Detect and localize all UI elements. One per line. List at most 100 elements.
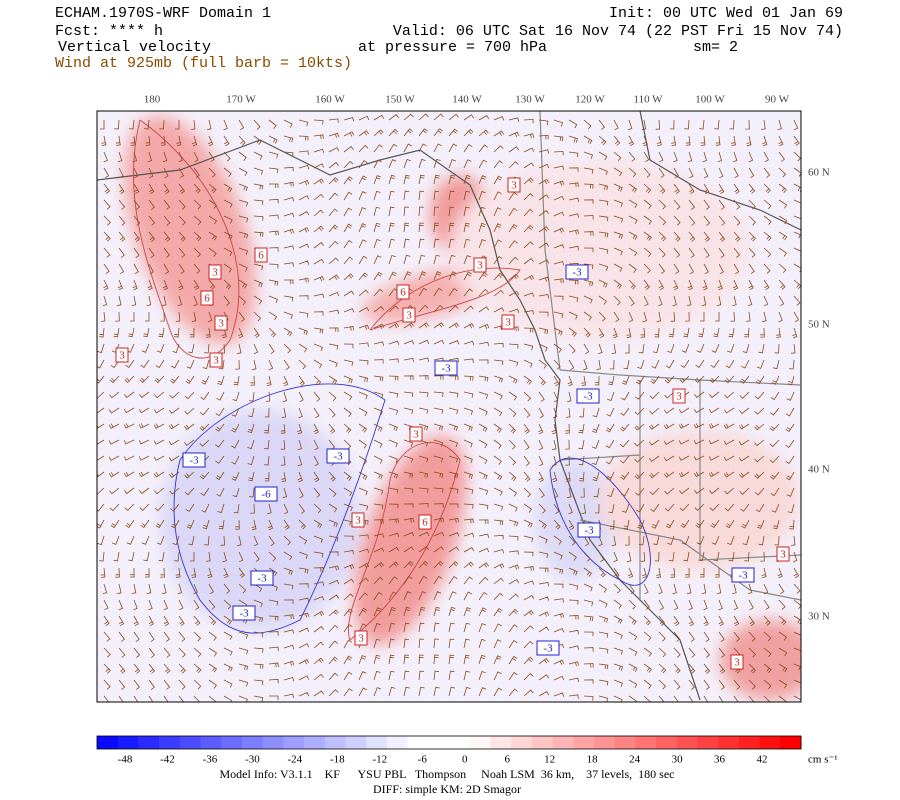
- colorbar-cell: [697, 736, 719, 749]
- contour-label-box: [418, 514, 432, 530]
- colorbar-cell: [200, 736, 222, 749]
- colorbar-cell: [117, 736, 139, 749]
- diff-info: DIFF: simple KM: 2D Smagor: [373, 782, 521, 796]
- valid-time: Valid: 06 UTC Sat 16 Nov 74 (22 PST Fri …: [393, 23, 843, 40]
- contour-label-box: [182, 452, 206, 468]
- contour-label: 3: [505, 317, 511, 329]
- contour-label: 3: [413, 429, 419, 441]
- colorbar-label: 18: [587, 754, 599, 766]
- colorbar-cell: [241, 736, 264, 749]
- latitude-labels: 60 N 50 N 40 N 30 N: [808, 167, 830, 623]
- colorbar-label: 36: [714, 754, 726, 766]
- colorbar-label: 0: [462, 754, 468, 766]
- colorbar-cell: [676, 736, 698, 749]
- contour-label-box: [507, 177, 521, 193]
- shading: [124, 115, 801, 700]
- colorbar-cell: [573, 736, 595, 749]
- contour-label: 3: [355, 515, 361, 527]
- contour-label: -3: [333, 451, 343, 463]
- wind-barbs: [97, 113, 801, 702]
- contour-label-box: [402, 307, 416, 323]
- longitude-label: 180: [144, 94, 161, 106]
- contour-label: 6: [400, 287, 406, 299]
- colorbar-label: 30: [672, 754, 684, 766]
- contour-label-box: [576, 388, 600, 404]
- colorbar-cell: [97, 736, 119, 749]
- colorbar-cell: [179, 736, 202, 749]
- contour-label-box: [250, 570, 274, 586]
- contour-label: 3: [218, 318, 224, 330]
- colorbar-label: -12: [372, 754, 387, 766]
- colorbar-cell: [531, 736, 554, 749]
- latitude-label: 40 N: [808, 464, 830, 476]
- colorbar-label: -36: [203, 754, 218, 766]
- colorbar-cell: [614, 736, 636, 749]
- colorbar-cell: [262, 736, 284, 749]
- contour-label: -3: [738, 570, 748, 582]
- colorbar-frame: [96, 735, 802, 750]
- map-frame: [96, 110, 802, 703]
- longitude-label: 110 W: [633, 94, 663, 106]
- colorbar-label: -18: [330, 754, 345, 766]
- contour-label-box: [473, 257, 487, 273]
- colorbar-cell: [780, 736, 802, 749]
- colorbar-cell: [159, 736, 181, 749]
- longitude-label: 150 W: [385, 94, 415, 106]
- contour-label-box: [254, 486, 278, 502]
- contour-label: -3: [543, 643, 553, 655]
- contour-label-box: [351, 512, 365, 528]
- colorbar-units: cm s⁻¹: [808, 754, 838, 766]
- longitude-label: 90 W: [765, 94, 790, 106]
- contour-label-box: [214, 315, 228, 331]
- contour-label: 3: [511, 180, 517, 192]
- colorbar-cell: [656, 736, 678, 749]
- contour-label: 3: [676, 391, 682, 403]
- contour-label: -3: [584, 525, 594, 537]
- colorbar-cell: [324, 736, 346, 749]
- contour-label-box: [577, 522, 601, 538]
- colorbar-cell: [738, 736, 761, 749]
- colorbar-label: -30: [245, 754, 260, 766]
- init-time: Init: 00 UTC Wed 01 Jan 69: [609, 5, 843, 22]
- colorbar-cell: [490, 736, 512, 749]
- pressure-level: at pressure = 700 hPa: [358, 39, 547, 56]
- colorbar-label: -6: [418, 754, 428, 766]
- colorbar-label: 6: [504, 754, 510, 766]
- contours-negative: [173, 383, 651, 634]
- contour-label-box: [672, 388, 686, 404]
- contour-label-box: [232, 605, 256, 621]
- colorbar-cell: [386, 736, 409, 749]
- contour-label-box: [731, 567, 755, 583]
- longitude-label: 140 W: [452, 94, 482, 106]
- contour-label-box: [396, 284, 410, 300]
- contour-label: -3: [572, 267, 582, 279]
- colorbar-cell: [449, 736, 471, 749]
- contour-label: -3: [189, 455, 199, 467]
- model-info: Model Info: V3.1.1 KF YSU PBL Thompson N…: [220, 767, 675, 781]
- contour-label: 3: [212, 267, 218, 279]
- longitude-label: 120 W: [575, 94, 605, 106]
- contour-label-box: [254, 247, 268, 263]
- contour-label-box: [115, 347, 129, 363]
- contour-label: 3: [406, 310, 412, 322]
- longitude-label: 170 W: [226, 94, 256, 106]
- colorbar: -48 -42 -36 -30 -24 -18 -12 -6 0 6 12 18 24 30 36 42: [96, 735, 802, 766]
- latitude-label: 60 N: [808, 167, 830, 179]
- latitude-label: 50 N: [808, 319, 830, 331]
- contour-label-box: [730, 654, 744, 670]
- contour-label-box: [326, 448, 350, 464]
- longitude-label: 100 W: [695, 94, 725, 106]
- colorbar-cell: [593, 736, 616, 749]
- wind-caption: Wind at 925mb (full barb = 10kts): [55, 55, 352, 72]
- contour-label: 6: [422, 517, 428, 529]
- contour-label-box: [776, 546, 790, 562]
- contour-label: -3: [257, 573, 267, 585]
- contour-label: -3: [239, 608, 249, 620]
- contour-label: 3: [734, 657, 740, 669]
- colorbar-label: 24: [629, 754, 641, 766]
- contour-label-box: [409, 426, 423, 442]
- contour-label-box: [565, 264, 589, 280]
